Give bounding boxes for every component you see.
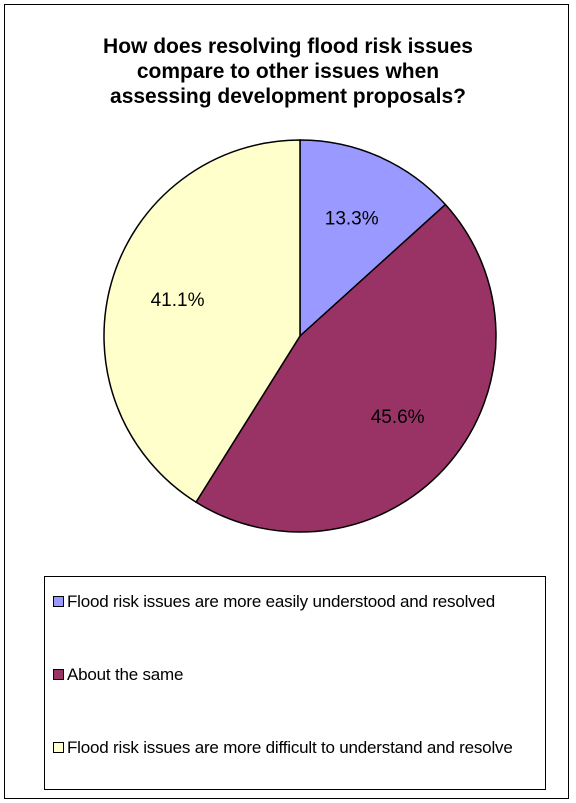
pie-label-same: 45.6% (371, 407, 425, 428)
pie-slice-same (194, 203, 497, 533)
legend-item-same: About the same (53, 664, 547, 686)
legend-item-harder: Flood risk issues are more difficult to … (53, 737, 547, 759)
chart-title-line-3: assessing development proposals? (110, 85, 466, 108)
legend: Flood risk issues are more easily unders… (44, 576, 546, 790)
legend-swatch-harder (53, 742, 64, 753)
legend-label-easier: Flood risk issues are more easily unders… (67, 592, 495, 611)
chart-title-line-1: How does resolving flood risk issues (103, 35, 473, 58)
legend-label-same: About the same (67, 665, 184, 684)
legend-swatch-easier (53, 596, 64, 607)
pie-slice-easier (299, 139, 447, 338)
legend-item-easier: Flood risk issues are more easily unders… (53, 591, 547, 613)
chart-title-line-2: compare to other issues when (136, 60, 440, 83)
pie-slice-harder (103, 139, 301, 504)
legend-swatch-same (53, 669, 64, 680)
pie-label-easier: 13.3% (325, 209, 379, 230)
legend-label-harder: Flood risk issues are more difficult to … (67, 738, 513, 757)
pie-label-harder: 41.1% (151, 290, 205, 311)
chart-title: How does resolving flood risk issues com… (20, 34, 556, 109)
